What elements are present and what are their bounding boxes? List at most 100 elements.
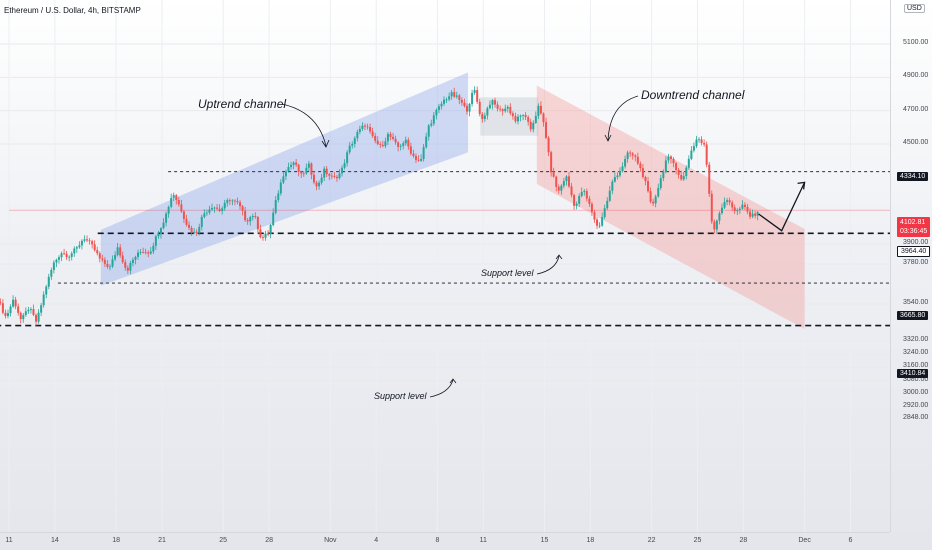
downtrend-pointer-head xyxy=(604,134,612,142)
candle-body-297 xyxy=(754,213,757,216)
candle-body-64 xyxy=(159,228,162,235)
candle-body-27 xyxy=(65,253,68,258)
candle-body-51 xyxy=(126,267,129,271)
time-tick-15: Dec xyxy=(798,537,811,544)
candle-body-112 xyxy=(282,176,285,183)
candle-body-126 xyxy=(318,182,321,187)
candle-body-1 xyxy=(0,301,2,304)
support-level-label-upper: Support level xyxy=(481,268,534,278)
price-tick-11: 3000.00 xyxy=(903,389,929,397)
price-tick-3: 4500.00 xyxy=(903,139,929,147)
downtrend-channel-band xyxy=(536,85,805,330)
candle-body-283 xyxy=(718,213,721,221)
candle-body-240 xyxy=(608,190,611,201)
candle-body-92 xyxy=(231,200,234,202)
candle-body-192 xyxy=(486,108,489,116)
candle-body-165 xyxy=(417,159,420,161)
candle-body-232 xyxy=(588,198,591,204)
consolidation-box xyxy=(480,97,539,136)
candle-body-201 xyxy=(509,106,512,114)
candle-body-95 xyxy=(239,202,242,207)
candle-body-278 xyxy=(705,144,708,165)
candle-body-7 xyxy=(14,299,17,307)
candle-body-272 xyxy=(690,150,693,159)
candle-body-114 xyxy=(287,166,290,172)
candle-body-25 xyxy=(60,253,63,258)
candle-body-172 xyxy=(435,109,438,116)
candle-body-47 xyxy=(116,247,119,256)
candle-body-228 xyxy=(578,196,581,204)
candle-body-108 xyxy=(272,212,275,226)
candle-body-180 xyxy=(455,95,458,97)
candle-body-226 xyxy=(573,195,576,206)
candle-body-5 xyxy=(9,306,12,314)
price-axis[interactable] xyxy=(890,0,932,532)
uptrend-channel-band xyxy=(100,72,469,286)
candle-body-216 xyxy=(547,137,550,153)
candle-body-29 xyxy=(70,253,73,257)
time-tick-9: 11 xyxy=(479,537,487,544)
candle-body-223 xyxy=(565,176,568,182)
candle-body-231 xyxy=(585,191,588,199)
uptrend-pointer-head xyxy=(321,139,330,148)
candle-body-159 xyxy=(402,143,405,146)
candle-body-36 xyxy=(88,240,91,242)
candle-body-60 xyxy=(149,251,152,254)
candle-body-289 xyxy=(733,207,736,212)
chart-canvas[interactable] xyxy=(0,0,890,532)
candle-body-254 xyxy=(644,177,647,182)
candle-body-152 xyxy=(384,141,387,147)
candle-body-208 xyxy=(527,117,530,122)
chart-grid xyxy=(0,0,890,532)
candle-body-40 xyxy=(98,253,101,259)
time-tick-3: 21 xyxy=(158,537,166,544)
candle-body-96 xyxy=(241,206,244,211)
price-tick-2: 4700.00 xyxy=(903,105,929,113)
candle-body-4 xyxy=(6,313,9,317)
candle-body-113 xyxy=(284,171,287,177)
currency-badge[interactable]: USD xyxy=(904,4,925,13)
candle-body-277 xyxy=(703,142,706,145)
candle-body-221 xyxy=(560,185,563,191)
candle-body-52 xyxy=(129,263,132,271)
candle-body-249 xyxy=(631,153,634,156)
candle-body-63 xyxy=(157,234,160,237)
candle-body-111 xyxy=(279,182,282,194)
candle-body-79 xyxy=(198,226,201,233)
downtrend-label-pointer xyxy=(607,95,639,141)
candle-body-10 xyxy=(22,314,25,320)
downtrend-channel-label: Downtrend channel xyxy=(641,88,745,102)
candle-body-260 xyxy=(659,178,662,188)
candle-body-220 xyxy=(557,186,560,191)
candle-body-87 xyxy=(218,208,221,212)
candle-body-67 xyxy=(167,206,170,214)
candle-body-162 xyxy=(409,146,412,154)
candle-body-105 xyxy=(264,233,267,238)
candle-body-62 xyxy=(154,236,157,246)
candle-body-213 xyxy=(539,105,542,114)
price-tick-9: 3160.00 xyxy=(903,362,929,370)
candle-body-31 xyxy=(75,247,78,249)
candle-body-91 xyxy=(228,200,231,201)
time-tick-5: 28 xyxy=(265,537,273,544)
candle-body-204 xyxy=(516,116,519,122)
candle-body-298 xyxy=(756,212,759,216)
support-lower-pointer xyxy=(429,379,454,398)
candle-body-195 xyxy=(494,100,497,105)
symbol-title[interactable]: Ethereum / U.S. Dollar, 4h, BITSTAMP xyxy=(4,6,141,15)
candle-body-42 xyxy=(103,259,106,264)
candle-body-46 xyxy=(114,255,117,260)
candle-body-264 xyxy=(669,156,672,159)
time-axis[interactable] xyxy=(0,532,890,551)
candle-body-169 xyxy=(427,125,430,137)
candle-body-12 xyxy=(27,309,30,312)
candle-body-109 xyxy=(274,199,277,213)
candle-body-224 xyxy=(567,176,570,187)
candle-body-72 xyxy=(180,204,183,212)
candle-body-206 xyxy=(522,115,525,116)
candle-body-196 xyxy=(496,104,499,109)
candle-body-106 xyxy=(267,233,270,235)
candle-body-189 xyxy=(478,101,481,114)
candle-body-145 xyxy=(366,126,369,128)
candle-body-100 xyxy=(251,216,254,218)
